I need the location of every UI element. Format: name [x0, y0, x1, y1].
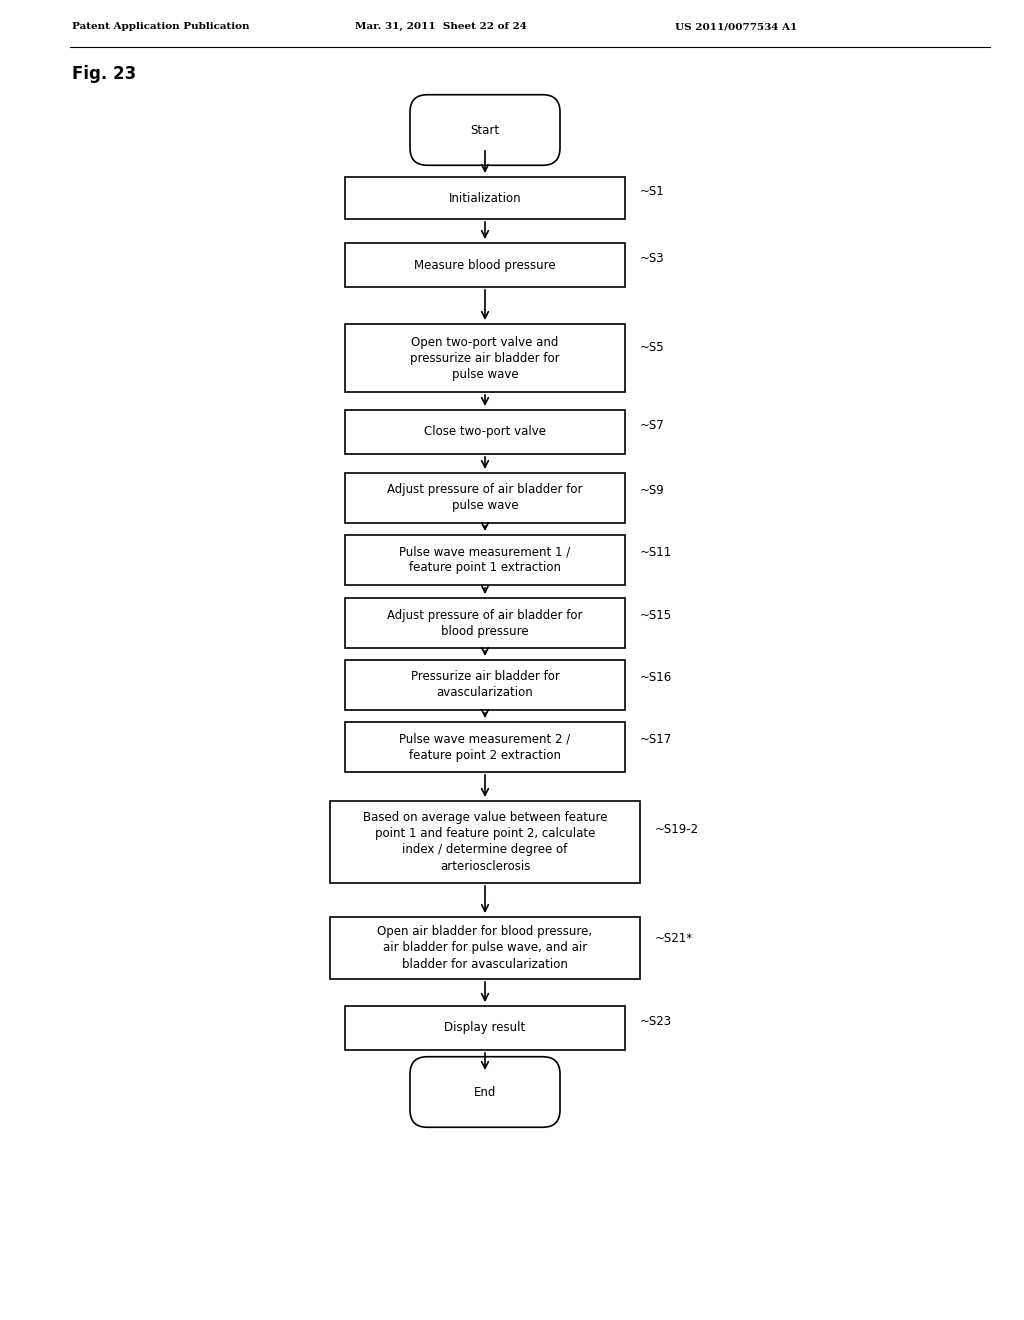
FancyBboxPatch shape: [410, 1057, 560, 1127]
Text: Pulse wave measurement 2 /
feature point 2 extraction: Pulse wave measurement 2 / feature point…: [399, 733, 570, 762]
Text: Adjust pressure of air bladder for
pulse wave: Adjust pressure of air bladder for pulse…: [387, 483, 583, 512]
Bar: [345, 660, 625, 710]
Text: ~S1: ~S1: [640, 185, 665, 198]
Text: Start: Start: [470, 124, 500, 136]
Text: Pulse wave measurement 1 /
feature point 1 extraction: Pulse wave measurement 1 / feature point…: [399, 545, 570, 574]
Text: Mar. 31, 2011  Sheet 22 of 24: Mar. 31, 2011 Sheet 22 of 24: [355, 22, 527, 30]
Text: Open air bladder for blood pressure,
air bladder for pulse wave, and air
bladder: Open air bladder for blood pressure, air…: [378, 925, 593, 970]
Bar: [345, 323, 625, 392]
Text: Initialization: Initialization: [449, 191, 521, 205]
Bar: [345, 243, 625, 286]
Text: ~S3: ~S3: [640, 252, 665, 265]
Text: ~S11: ~S11: [640, 546, 672, 558]
Text: ~S5: ~S5: [640, 342, 665, 354]
Bar: [345, 598, 625, 648]
Text: ~S21*: ~S21*: [655, 932, 693, 945]
Text: Close two-port valve: Close two-port valve: [424, 425, 546, 438]
Bar: [345, 177, 625, 219]
Text: ~S23: ~S23: [640, 1015, 672, 1028]
Bar: [345, 473, 625, 523]
Text: Measure blood pressure: Measure blood pressure: [414, 259, 556, 272]
Text: ~S15: ~S15: [640, 609, 672, 622]
Text: End: End: [474, 1085, 497, 1098]
Bar: [345, 411, 625, 454]
Text: Adjust pressure of air bladder for
blood pressure: Adjust pressure of air bladder for blood…: [387, 609, 583, 638]
Text: ~S16: ~S16: [640, 671, 672, 684]
Text: Based on average value between feature
point 1 and feature point 2, calculate
in: Based on average value between feature p…: [362, 812, 607, 873]
Text: Open two-port valve and
pressurize air bladder for
pulse wave: Open two-port valve and pressurize air b…: [411, 335, 560, 380]
Text: Display result: Display result: [444, 1022, 525, 1035]
Bar: [345, 535, 625, 585]
Text: ~S17: ~S17: [640, 733, 672, 746]
Bar: [345, 722, 625, 772]
Text: ~S9: ~S9: [640, 484, 665, 498]
Text: Patent Application Publication: Patent Application Publication: [72, 22, 250, 30]
Bar: [330, 801, 640, 883]
Bar: [330, 917, 640, 979]
Text: Fig. 23: Fig. 23: [72, 65, 136, 83]
Text: US 2011/0077534 A1: US 2011/0077534 A1: [675, 22, 798, 30]
Text: ~S19-2: ~S19-2: [655, 824, 699, 836]
Text: ~S7: ~S7: [640, 418, 665, 432]
Text: Pressurize air bladder for
avascularization: Pressurize air bladder for avascularizat…: [411, 671, 559, 700]
Bar: [345, 1006, 625, 1049]
FancyBboxPatch shape: [410, 95, 560, 165]
